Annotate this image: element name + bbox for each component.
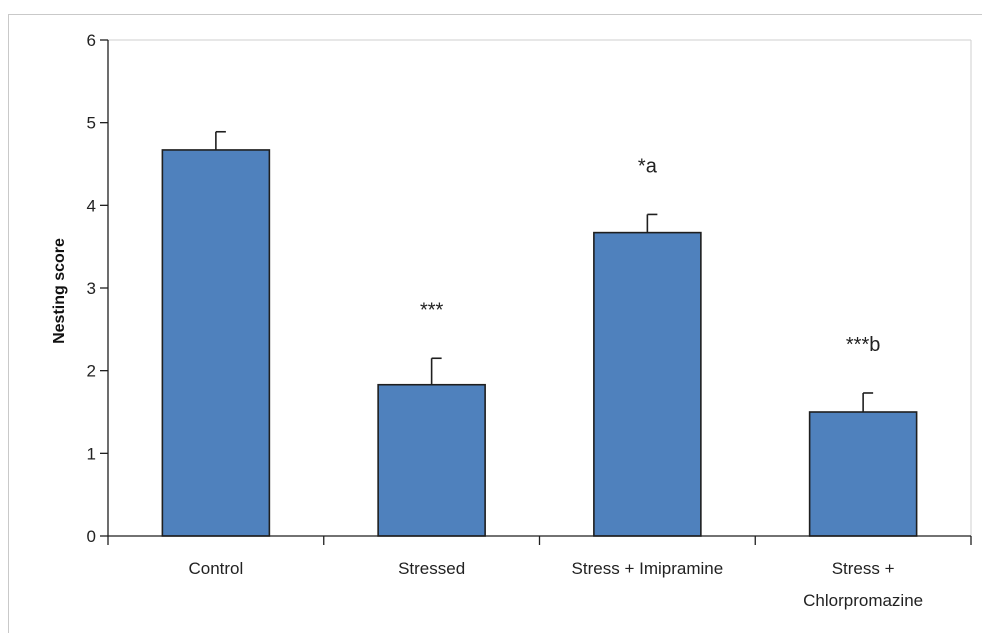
chart-frame — [8, 14, 982, 633]
bar-2 — [593, 231, 702, 537]
labels-group: Control *** Stressed *a Stress + Imipramine *… — [87, 31, 924, 610]
y-tick-label-5: 5 — [87, 114, 96, 133]
bars-group — [161, 149, 918, 537]
x-tick-label-3: Stress + — [832, 559, 895, 578]
y-tick-label-2: 2 — [87, 362, 96, 381]
x-tick-label-2: Stress + Imipramine — [572, 559, 724, 578]
y-axis-label: Nesting score — [51, 238, 68, 344]
y-tick-label-0: 0 — [87, 527, 96, 546]
bar-0 — [161, 149, 271, 537]
bar-1 — [377, 383, 486, 537]
y-tick-label-4: 4 — [87, 196, 96, 215]
significance-label-2: *a — [638, 155, 658, 177]
significance-label-3: ***b — [846, 334, 880, 356]
y-tick-label-1: 1 — [87, 444, 96, 463]
x-tick-label-3-line1: Chlorpromazine — [803, 591, 923, 610]
y-tick-label-6: 6 — [87, 31, 96, 50]
axes-group — [100, 39, 972, 545]
error-bars-group — [215, 130, 874, 412]
y-tick-label-3: 3 — [87, 279, 96, 298]
bar-3 — [808, 411, 918, 537]
x-tick-label-0: Control — [188, 559, 243, 578]
x-tick-label-1: Stressed — [398, 559, 465, 578]
significance-label-1: *** — [420, 299, 444, 321]
plot-area — [108, 39, 972, 536]
